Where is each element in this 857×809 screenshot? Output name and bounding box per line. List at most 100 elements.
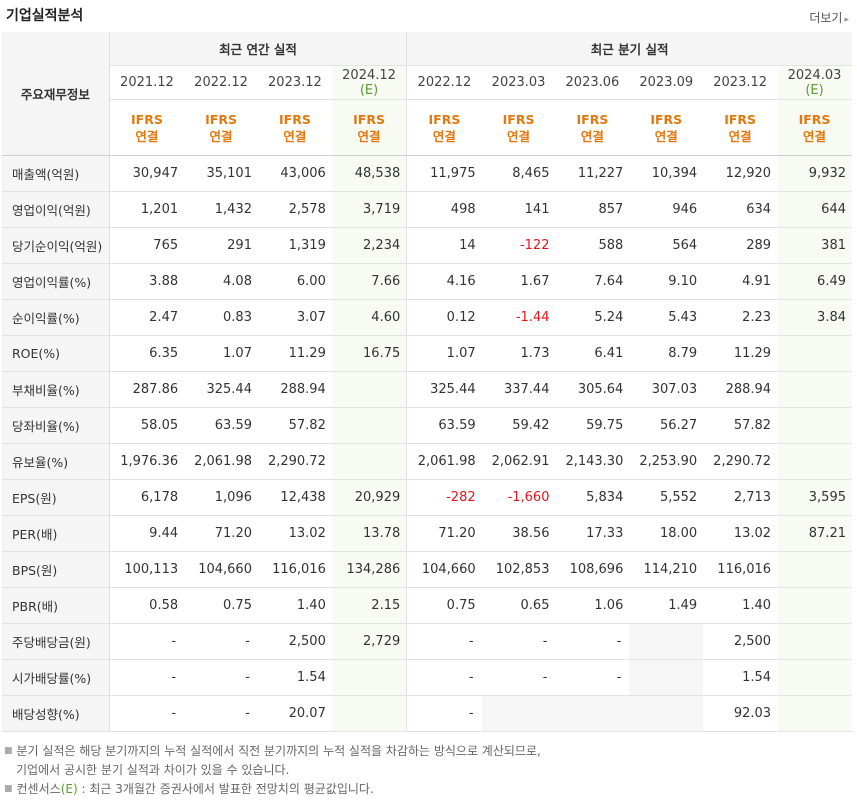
- table-cell: 102,853: [481, 551, 556, 588]
- table-row: 영업이익률(%) 3.88 4.08 6.00 7.66 4.16 1.67 7.64 9.10…: [2, 263, 852, 300]
- standard-header: IFRS 연결: [481, 99, 556, 156]
- table-cell: [777, 623, 852, 660]
- table-cell: 6.00: [257, 263, 332, 300]
- row-label: BPS(원): [2, 551, 110, 588]
- footnote-2: ■ 컨센서스(E) : 최근 3개월간 증권사에서 발표한 전망치의 평균값입니다…: [4, 782, 374, 796]
- table-cell: 58.05: [109, 407, 185, 444]
- financial-table: 주요재무정보 최근 연간 실적 최근 분기 실적 2021.12 2022.12 2…: [2, 32, 852, 732]
- table-row: 시가배당률(%) - -1.54- - -1.54: [2, 659, 852, 696]
- table-cell: -: [184, 659, 258, 696]
- table-cell: 0.12: [406, 299, 482, 336]
- table-cell: 9,932: [777, 155, 852, 192]
- table-cell: 38.56: [481, 515, 556, 552]
- table-cell: 116,016: [257, 551, 332, 588]
- table-cell: 116,016: [703, 551, 778, 588]
- period-header: 2023.09: [629, 65, 704, 100]
- table-cell: [331, 371, 408, 408]
- table-cell: 2,713: [703, 479, 778, 516]
- table-cell: [629, 659, 704, 696]
- row-label: PBR(배): [2, 587, 110, 624]
- table-cell: [555, 695, 630, 732]
- table-cell: 5,834: [555, 479, 630, 516]
- period-header: 2023.03: [481, 65, 556, 100]
- table-cell: 104,660: [406, 551, 482, 588]
- standard-header: IFRS 연결: [257, 99, 332, 156]
- table-row: PER(배) 9.44 71.20 13.02 13.78 71.20 38.56 17.33…: [2, 515, 852, 552]
- table-cell: 2,729: [331, 623, 408, 660]
- table-cell: 12,920: [703, 155, 778, 192]
- standard-label: IFRS: [205, 111, 237, 127]
- table-cell: 289: [703, 227, 778, 264]
- table-cell: 4.16: [406, 263, 482, 300]
- table-cell: -1.44: [481, 299, 556, 336]
- table-cell: 18.00: [629, 515, 704, 552]
- table-cell: 6.41: [555, 335, 630, 372]
- standard-header: IFRS 연결: [629, 99, 704, 156]
- table-cell: 2,062.91: [481, 443, 556, 480]
- period-header: 2022.12: [184, 65, 258, 100]
- table-cell: [331, 407, 408, 444]
- standard-header: IFRS 연결: [555, 99, 630, 156]
- period-header: 2021.12: [109, 65, 185, 100]
- more-label: 더보기: [809, 11, 843, 25]
- table-cell: 1,201: [109, 191, 185, 228]
- table-cell: [777, 407, 852, 444]
- footnote-1-cont: 기업에서 공시한 분기 실적과 차이가 있을 수 있습니다.: [16, 763, 290, 777]
- more-link[interactable]: 더보기 ▸: [809, 9, 849, 26]
- standard-header: IFRS 연결: [703, 99, 778, 156]
- table-cell: 1.54: [257, 659, 332, 696]
- table-cell: 10,394: [629, 155, 704, 192]
- table-cell: 14: [406, 227, 482, 264]
- table-cell: 134,286: [331, 551, 408, 588]
- consolidation-label: 연결: [803, 128, 827, 144]
- table-cell: 946: [629, 191, 704, 228]
- table-cell: 11,975: [406, 155, 482, 192]
- table-row: EPS(원) 6,178 1,096 12,438 20,929 -282 -1,660 5,…: [2, 479, 852, 516]
- table-row: 매출액(억원) 30,947 35,101 43,006 48,538 11,975 8,4…: [2, 155, 852, 192]
- table-cell: 1,432: [184, 191, 258, 228]
- table-cell: 59.42: [481, 407, 556, 444]
- standard-label: IFRS: [576, 111, 609, 127]
- row-label: EPS(원): [2, 479, 110, 516]
- table-cell: 48,538: [331, 155, 408, 192]
- table-cell: 57.82: [257, 407, 332, 444]
- table-cell: [481, 695, 556, 732]
- table-cell: 0.75: [184, 587, 258, 624]
- table-cell: 307.03: [629, 371, 704, 408]
- standard-label: IFRS: [279, 111, 311, 127]
- table-cell: 1.54: [703, 659, 778, 696]
- table-cell: 5.43: [629, 299, 704, 336]
- row-label: PER(배): [2, 515, 110, 552]
- table-cell: -: [481, 659, 556, 696]
- table-cell: 1.67: [481, 263, 556, 300]
- table-cell: 634: [703, 191, 778, 228]
- table-cell: 2.47: [109, 299, 185, 336]
- table-cell: 1.40: [257, 587, 332, 624]
- standard-label: IFRS: [650, 111, 683, 127]
- consolidation-label: 연결: [654, 128, 678, 144]
- table-row: 부채비율(%) 287.86 325.44 288.94 325.44 337.44 305…: [2, 371, 852, 408]
- period-date: 2022.12: [194, 75, 248, 90]
- estimate-mark: (E): [805, 82, 824, 98]
- row-label: 당좌비율(%): [2, 407, 110, 444]
- table-cell: 305.64: [555, 371, 630, 408]
- table-cell: 92.03: [703, 695, 778, 732]
- row-label: 시가배당률(%): [2, 659, 110, 696]
- bullet-icon: ■: [4, 746, 13, 756]
- table-cell: 2.23: [703, 299, 778, 336]
- bullet-icon: ■: [4, 784, 13, 794]
- table-cell: -: [555, 659, 630, 696]
- consolidation-label: 연결: [507, 128, 531, 144]
- table-cell: 2,143.30: [555, 443, 630, 480]
- period-date: 2024.03: [787, 67, 842, 83]
- table-cell: [777, 659, 852, 696]
- standard-label: IFRS: [428, 111, 461, 127]
- table-cell: 20.07: [257, 695, 332, 732]
- table-cell: 43,006: [257, 155, 332, 192]
- table-row: 당좌비율(%) 58.05 63.59 57.82 63.59 59.42 59.75 56.…: [2, 407, 852, 444]
- table-cell: 59.75: [555, 407, 630, 444]
- table-row: ROE(%) 6.35 1.07 11.29 16.75 1.07 1.73 6.41 8.79…: [2, 335, 852, 372]
- consolidation-label: 연결: [283, 128, 307, 144]
- table-cell: 2,234: [331, 227, 408, 264]
- table-cell: 13.78: [331, 515, 408, 552]
